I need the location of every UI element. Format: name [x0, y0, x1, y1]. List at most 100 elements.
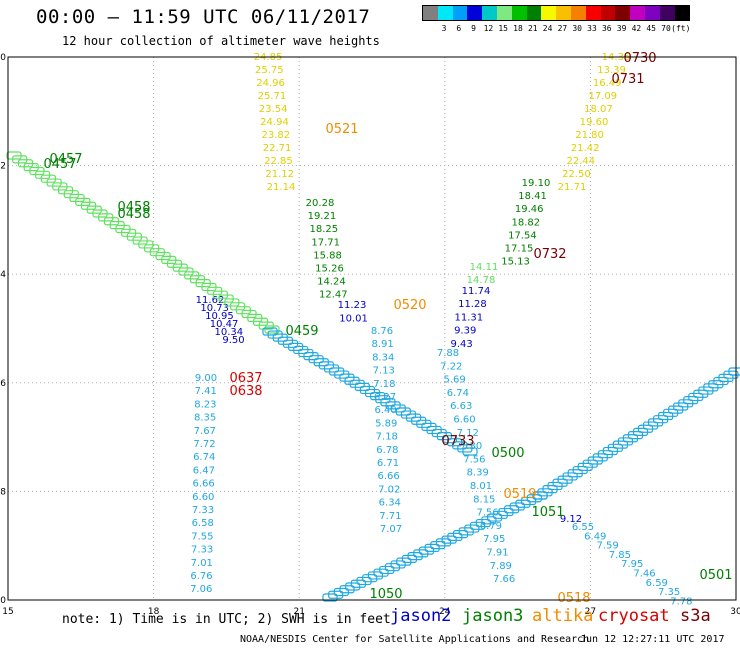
wave-height-label: 6.40: [374, 405, 396, 416]
wave-height-label: 11.31: [454, 312, 483, 323]
wave-height-label: 6.47: [193, 465, 215, 476]
legend-label: 3: [441, 24, 447, 33]
wave-height-label: 7.66: [493, 574, 515, 585]
wave-height-label: 18.07: [584, 104, 613, 115]
wave-height-label: 6.34: [379, 498, 401, 509]
wave-height-label: 7.30: [460, 441, 482, 452]
pass-time-label: 0457: [49, 152, 82, 167]
wave-height-label: 15.13: [501, 257, 530, 268]
legend-swatch: [482, 6, 497, 20]
wave-height-label: 8.39: [467, 468, 489, 479]
wave-height-label: 23.54: [259, 104, 288, 115]
wave-height-label: 7.55: [191, 531, 213, 542]
wave-height-label: 16.49: [593, 78, 622, 89]
longitude-tick-label: 15: [2, 607, 13, 617]
dense-track-mark: [504, 505, 520, 514]
latitude-tick-label: -58: [0, 487, 6, 497]
legend-swatch: [570, 6, 586, 20]
dense-track-mark: [435, 538, 452, 547]
wave-height-label: 22.71: [263, 143, 292, 154]
legend-color-bar: [422, 5, 691, 21]
dense-track-mark: [498, 507, 514, 517]
pass-time-label: 0733: [441, 434, 474, 449]
footer-note: note: 1) Time is in UTC; 2) SWH is in fe…: [62, 612, 391, 627]
wave-height-label: 6.78: [376, 445, 398, 456]
dense-track-mark: [515, 499, 531, 508]
latitude-tick-label: -50: [0, 53, 6, 63]
wave-height-label: 21.80: [575, 130, 604, 141]
legend-swatch: [423, 6, 438, 20]
wave-height-label: 18.41: [518, 191, 547, 202]
dense-track-mark: [418, 546, 435, 555]
dense-track-mark: [350, 579, 366, 588]
dense-track-mark: [526, 494, 542, 503]
wave-height-label: 7.13: [373, 366, 395, 377]
wave-height-label: 17.54: [508, 230, 537, 241]
dense-track-mark: [424, 543, 440, 552]
latitude-tick-label: -60: [0, 596, 6, 606]
wave-height-label: 8.01: [470, 481, 492, 492]
legend-swatch: [437, 6, 453, 20]
legend-label: 45: [646, 24, 657, 33]
legend-swatch: [467, 6, 483, 20]
footer-timestamp: Jun 12 12:27:11 UTC 2017: [580, 634, 725, 645]
wave-height-label: 9.39: [454, 326, 476, 337]
wave-height-label: 7.06: [190, 584, 212, 595]
legend-swatch: [600, 6, 616, 20]
legend-label: 18: [513, 24, 523, 33]
wave-height-label: 7.22: [440, 361, 462, 372]
legend-swatch: [556, 6, 571, 20]
map-title: 00:00 – 11:59 UTC 06/11/2017: [36, 6, 371, 28]
satellite-label-s3a: s3a: [680, 606, 711, 626]
satellite-label-jason3: jason3: [462, 606, 524, 626]
wave-height-label: 7.33: [191, 545, 213, 556]
dense-track-mark: [430, 541, 446, 550]
wave-height-label: 7.85: [609, 550, 631, 561]
wave-height-label: 7.59: [596, 541, 618, 552]
wave-height-label: 6.79: [480, 521, 502, 532]
wave-height-label: 14.78: [467, 275, 496, 286]
pass-time-label: 0500: [491, 446, 524, 461]
pass-time-label: 0520: [393, 298, 426, 313]
legend-label: 6: [456, 24, 462, 33]
wave-height-label: 17.15: [505, 244, 534, 255]
wave-height-label: 11.23: [338, 300, 367, 311]
wave-height-label: 7.95: [621, 559, 643, 570]
wave-height-label: 7.07: [380, 524, 402, 535]
dense-track-mark: [509, 502, 525, 511]
pass-time-label: 0731: [611, 72, 644, 87]
wave-height-label: 21.12: [265, 169, 294, 180]
pass-time-label: 0519: [503, 487, 536, 502]
legend-swatch: [496, 6, 512, 20]
wave-height-label: 19.21: [308, 211, 337, 222]
wave-height-label: 7.12: [457, 428, 479, 439]
wave-height-label: 25.75: [255, 65, 284, 76]
wave-height-label: 18.25: [309, 224, 338, 235]
pass-time-label: 0458: [117, 207, 150, 222]
wave-height-label: 5.89: [375, 418, 397, 429]
legend-swatch: [452, 6, 468, 20]
dense-track-mark: [333, 587, 349, 597]
longitude-tick-label: 21: [293, 607, 304, 617]
wave-height-label: 18.82: [511, 217, 540, 228]
pass-time-label: 0458: [117, 200, 150, 215]
wave-height-label: 6.58: [192, 518, 214, 529]
wave-height-label: 7.35: [658, 587, 680, 598]
wave-height-label: 6.66: [192, 479, 214, 490]
legend-swatch: [630, 6, 645, 20]
wave-height-label: 10.73: [200, 303, 229, 314]
wave-height-label: 6.74: [193, 452, 215, 463]
wave-height-label: 8.34: [372, 352, 394, 363]
satellite-label-altika: altika: [532, 606, 594, 626]
pass-time-label: 0637: [229, 371, 262, 386]
dense-track-mark: [407, 552, 423, 561]
wave-height-label: 6.63: [450, 401, 472, 412]
wave-height-label: 8.76: [371, 326, 393, 337]
wave-height-label: 24.94: [260, 117, 289, 128]
pass-time-label: 0732: [533, 247, 566, 262]
legend-label: 70: [661, 24, 671, 33]
longitude-tick-label: 30: [730, 607, 740, 617]
wave-height-label: 6.76: [190, 571, 212, 582]
wave-height-label: 20.28: [306, 198, 335, 209]
